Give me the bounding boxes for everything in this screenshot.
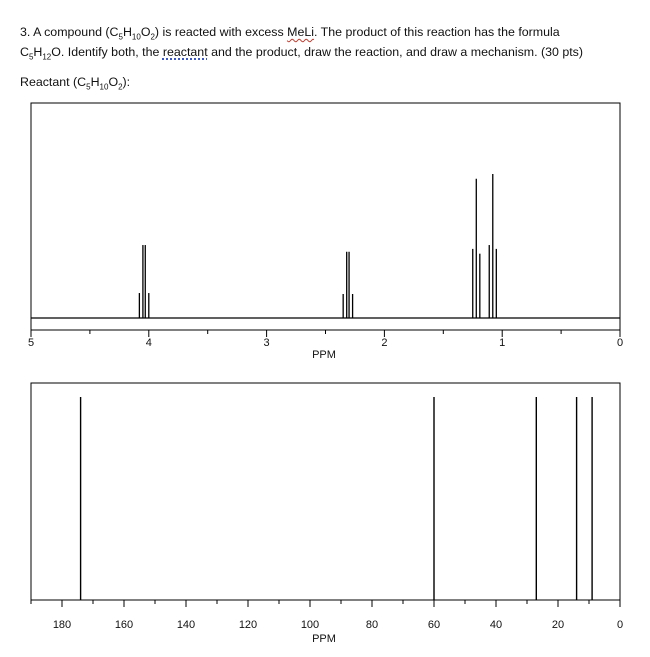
text-fragment: C xyxy=(20,45,29,59)
subscript: 10 xyxy=(131,32,141,42)
x-tick-label: 120 xyxy=(239,619,257,631)
grammar-flag-reactant[interactable]: reactant xyxy=(162,45,208,59)
x-tick-label: 60 xyxy=(428,619,440,631)
text-fragment: O. Identify both, the xyxy=(51,45,163,59)
subscript: 2 xyxy=(150,32,155,42)
text-fragment: . The product of this reaction has the f… xyxy=(313,25,560,39)
plot-frame xyxy=(30,382,621,601)
question-line-1: 3. A compound (C5H10O2) is reacted with … xyxy=(20,22,640,42)
text-fragment: ): xyxy=(122,75,131,89)
subscript: 10 xyxy=(99,82,109,92)
h1-nmr-spectrum: 5 4 3 2 1 0 PPM xyxy=(28,102,623,361)
x-tick-label: 3 xyxy=(264,337,270,349)
x-tick-label: 80 xyxy=(366,619,378,631)
x-tick-label: 1 xyxy=(499,337,505,349)
x-axis-label: PPM xyxy=(312,633,336,645)
subscript: 12 xyxy=(42,52,52,62)
subscript: 5 xyxy=(28,52,34,62)
reactant-prompt: Reactant (C5H10O2): xyxy=(20,72,640,92)
x-tick-label: 140 xyxy=(177,619,195,631)
text-fragment: and the product, draw the reaction, and … xyxy=(207,45,584,59)
text-fragment: O xyxy=(108,75,119,89)
peak-lines xyxy=(31,174,620,319)
x-tick-label: 180 xyxy=(53,619,71,631)
x-tick-label: 4 xyxy=(146,337,152,349)
x-tick-label: 20 xyxy=(552,619,564,631)
x-tick-label: 100 xyxy=(301,619,319,631)
subscript: 2 xyxy=(118,82,123,92)
question-line-2: C5H12O. Identify both, the reactant and … xyxy=(20,42,640,62)
x-tick-label: 5 xyxy=(28,337,34,349)
text-fragment: 3. A compound (C xyxy=(20,25,119,39)
x-tick-label: 0 xyxy=(617,337,623,349)
text-fragment: ) is reacted with excess xyxy=(154,25,288,39)
c13-nmr-spectrum: 180 160 140 120 100 80 60 40 20 0 PPM xyxy=(30,382,623,645)
text-fragment: H xyxy=(90,75,100,89)
text-fragment: O xyxy=(140,25,151,39)
text-fragment: Reactant (C xyxy=(20,75,87,89)
text-fragment: H xyxy=(33,45,43,59)
x-tick-label: 40 xyxy=(490,619,502,631)
question-text: 3. A compound (C5H10O2) is reacted with … xyxy=(20,22,640,92)
x-tick-label: 2 xyxy=(381,337,387,349)
x-tick-label: 160 xyxy=(115,619,133,631)
x-tick-label: 0 xyxy=(617,619,623,631)
subscript: 5 xyxy=(118,32,123,42)
spellcheck-word-meli[interactable]: MeLi xyxy=(287,25,314,39)
plot-frame xyxy=(30,102,621,331)
x-axis: 5 4 3 2 1 0 xyxy=(28,330,623,349)
subscript: 5 xyxy=(86,82,91,92)
peak-lines xyxy=(79,397,593,600)
x-axis: 180 160 140 120 100 80 60 40 20 0 xyxy=(30,600,623,631)
x-axis-label: PPM xyxy=(312,349,336,361)
text-fragment: H xyxy=(122,25,132,39)
